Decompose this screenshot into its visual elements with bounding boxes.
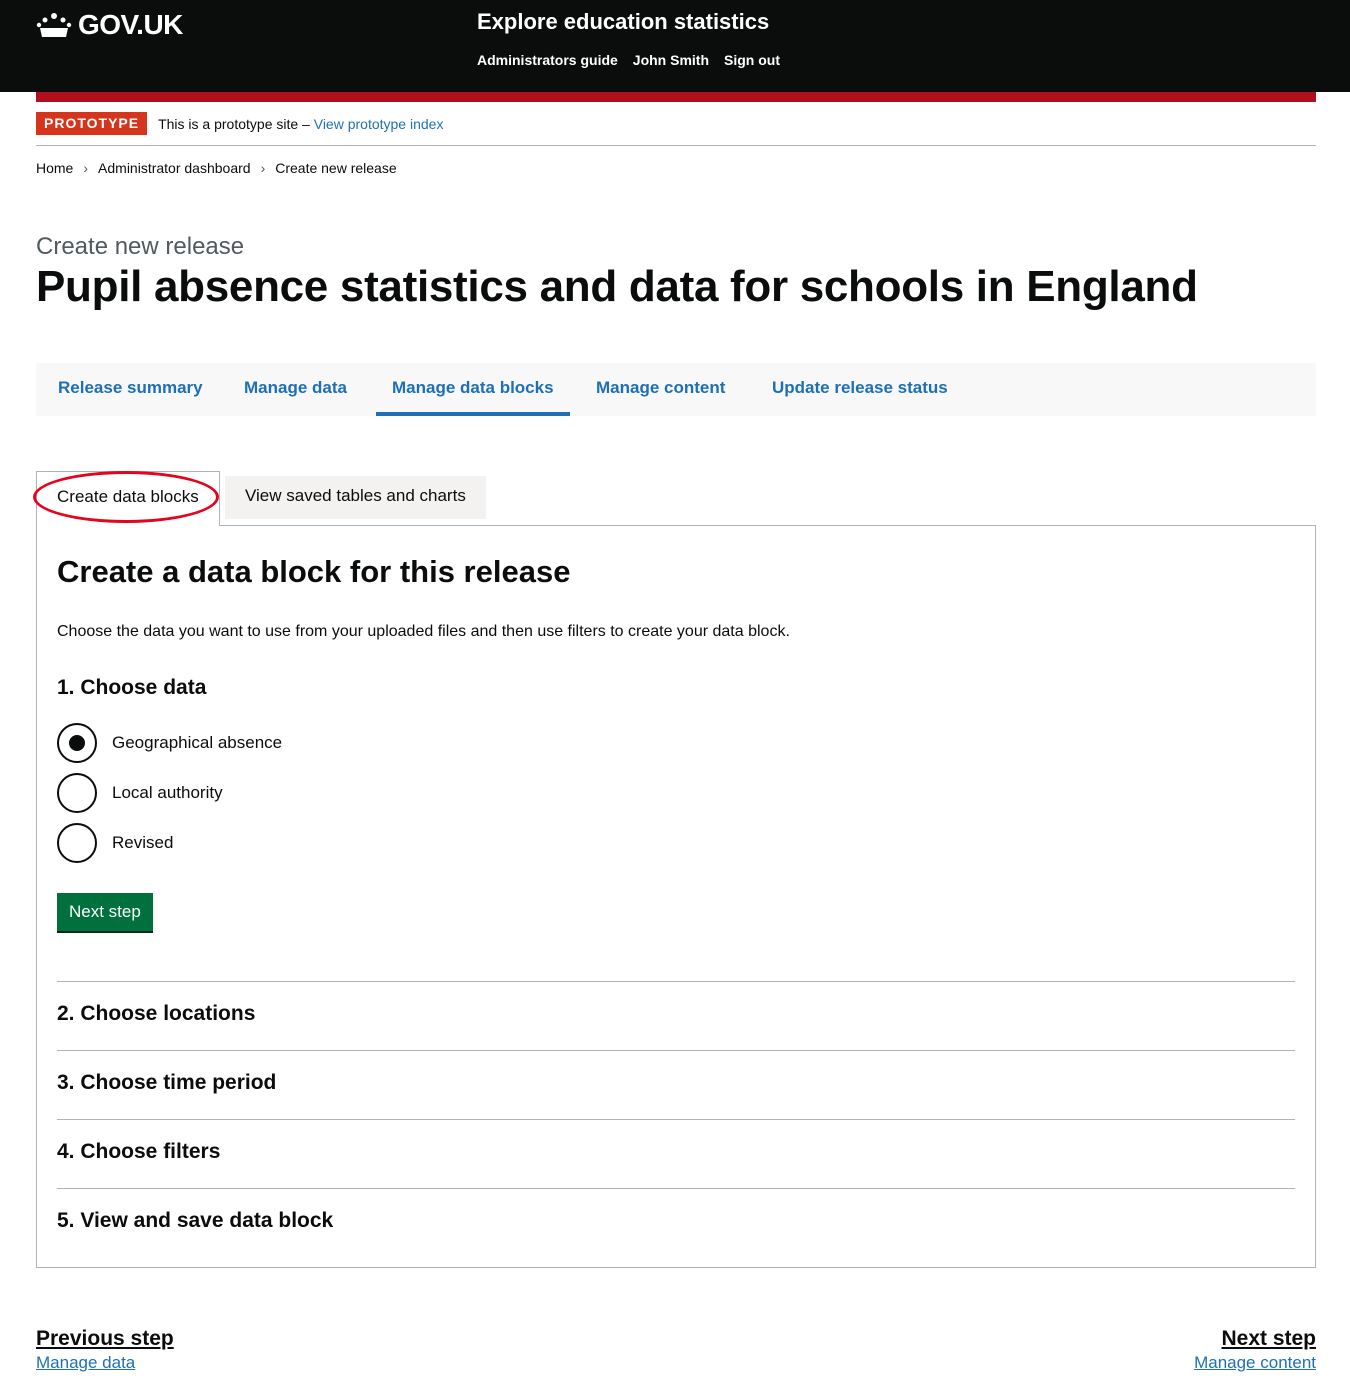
breadcrumb-create-release[interactable]: Create new release — [275, 160, 397, 176]
page-caption: Create new release — [36, 233, 245, 260]
site-header: GOV.UK Explore education statistics Admi… — [0, 0, 1350, 92]
nav-manage-data-blocks[interactable]: Manage data blocks — [376, 363, 570, 416]
header-nav: Administrators guide John Smith Sign out — [477, 52, 780, 68]
crown-icon — [36, 13, 72, 37]
administrators-guide-link[interactable]: Administrators guide — [477, 52, 618, 68]
step-choose-locations[interactable]: 2. Choose locations — [57, 981, 1295, 1050]
previous-step-link[interactable]: Previous step — [36, 1327, 174, 1350]
radio-local-authority[interactable]: Local authority — [57, 773, 223, 813]
radio-button[interactable] — [57, 723, 97, 763]
next-step-link[interactable]: Next step — [1221, 1327, 1316, 1350]
logo-text: GOV.UK — [78, 9, 183, 40]
step-label: 2. Choose locations — [57, 1002, 256, 1025]
breadcrumb: Home › Administrator dashboard › Create … — [36, 160, 397, 176]
nav-release-summary[interactable]: Release summary — [58, 378, 203, 397]
panel-intro: Choose the data you want to use from you… — [57, 623, 790, 640]
radio-button[interactable] — [57, 773, 97, 813]
step-choose-filters[interactable]: 4. Choose filters — [57, 1119, 1295, 1188]
step-label: 3. Choose time period — [57, 1071, 277, 1094]
nav-manage-data[interactable]: Manage data — [244, 378, 347, 397]
header-accent-bar — [36, 92, 1316, 102]
phase-text: This is a prototype site – View prototyp… — [158, 112, 443, 136]
radio-button[interactable] — [57, 823, 97, 863]
panel-title: Create a data block for this release — [57, 554, 571, 589]
phase-banner: PROTOTYPE This is a prototype site – Vie… — [36, 112, 1316, 146]
breadcrumb-admin-dashboard[interactable]: Administrator dashboard — [98, 160, 251, 176]
phase-text-label: This is a prototype site – — [158, 116, 314, 132]
next-step-nav: Next step Manage content — [1194, 1327, 1316, 1373]
radio-label: Geographical absence — [112, 733, 283, 752]
tab-create-data-blocks[interactable]: Create data blocks — [36, 471, 220, 526]
prototype-index-link[interactable]: View prototype index — [313, 116, 444, 132]
next-step-button[interactable]: Next step — [57, 893, 153, 931]
radio-revised[interactable]: Revised — [57, 823, 173, 863]
previous-step-target-link[interactable]: Manage data — [36, 1353, 136, 1372]
step-label: 4. Choose filters — [57, 1140, 221, 1163]
previous-step-nav: Previous step Manage data — [36, 1327, 174, 1373]
nav-manage-content[interactable]: Manage content — [596, 378, 726, 397]
chevron-right-icon: › — [83, 160, 89, 176]
page-title: Pupil absence statistics and data for sc… — [36, 262, 1198, 311]
tab-view-saved-tables[interactable]: View saved tables and charts — [225, 476, 486, 519]
user-name-link[interactable]: John Smith — [632, 52, 710, 68]
chevron-right-icon: › — [260, 160, 266, 176]
step-label: 5. View and save data block — [57, 1209, 334, 1232]
sign-out-link[interactable]: Sign out — [724, 52, 781, 68]
breadcrumb-home[interactable]: Home — [36, 160, 74, 176]
release-nav: Release summary Manage data Manage data … — [36, 363, 1316, 416]
service-name[interactable]: Explore education statistics — [477, 9, 770, 34]
step-choose-time-period[interactable]: 3. Choose time period — [57, 1050, 1295, 1119]
phase-tag: PROTOTYPE — [36, 112, 148, 135]
radio-geographical-absence[interactable]: Geographical absence — [57, 723, 282, 763]
govuk-logo-link[interactable]: GOV.UK — [36, 8, 183, 42]
create-data-block-panel: Create a data block for this release Cho… — [36, 525, 1316, 1268]
step-view-save-data-block[interactable]: 5. View and save data block — [57, 1188, 1295, 1257]
step-choose-data-heading: 1. Choose data — [57, 676, 207, 699]
radio-label: Revised — [112, 833, 174, 852]
radio-label: Local authority — [112, 783, 223, 802]
nav-update-release-status[interactable]: Update release status — [772, 378, 948, 397]
next-step-target-link[interactable]: Manage content — [1194, 1353, 1316, 1372]
